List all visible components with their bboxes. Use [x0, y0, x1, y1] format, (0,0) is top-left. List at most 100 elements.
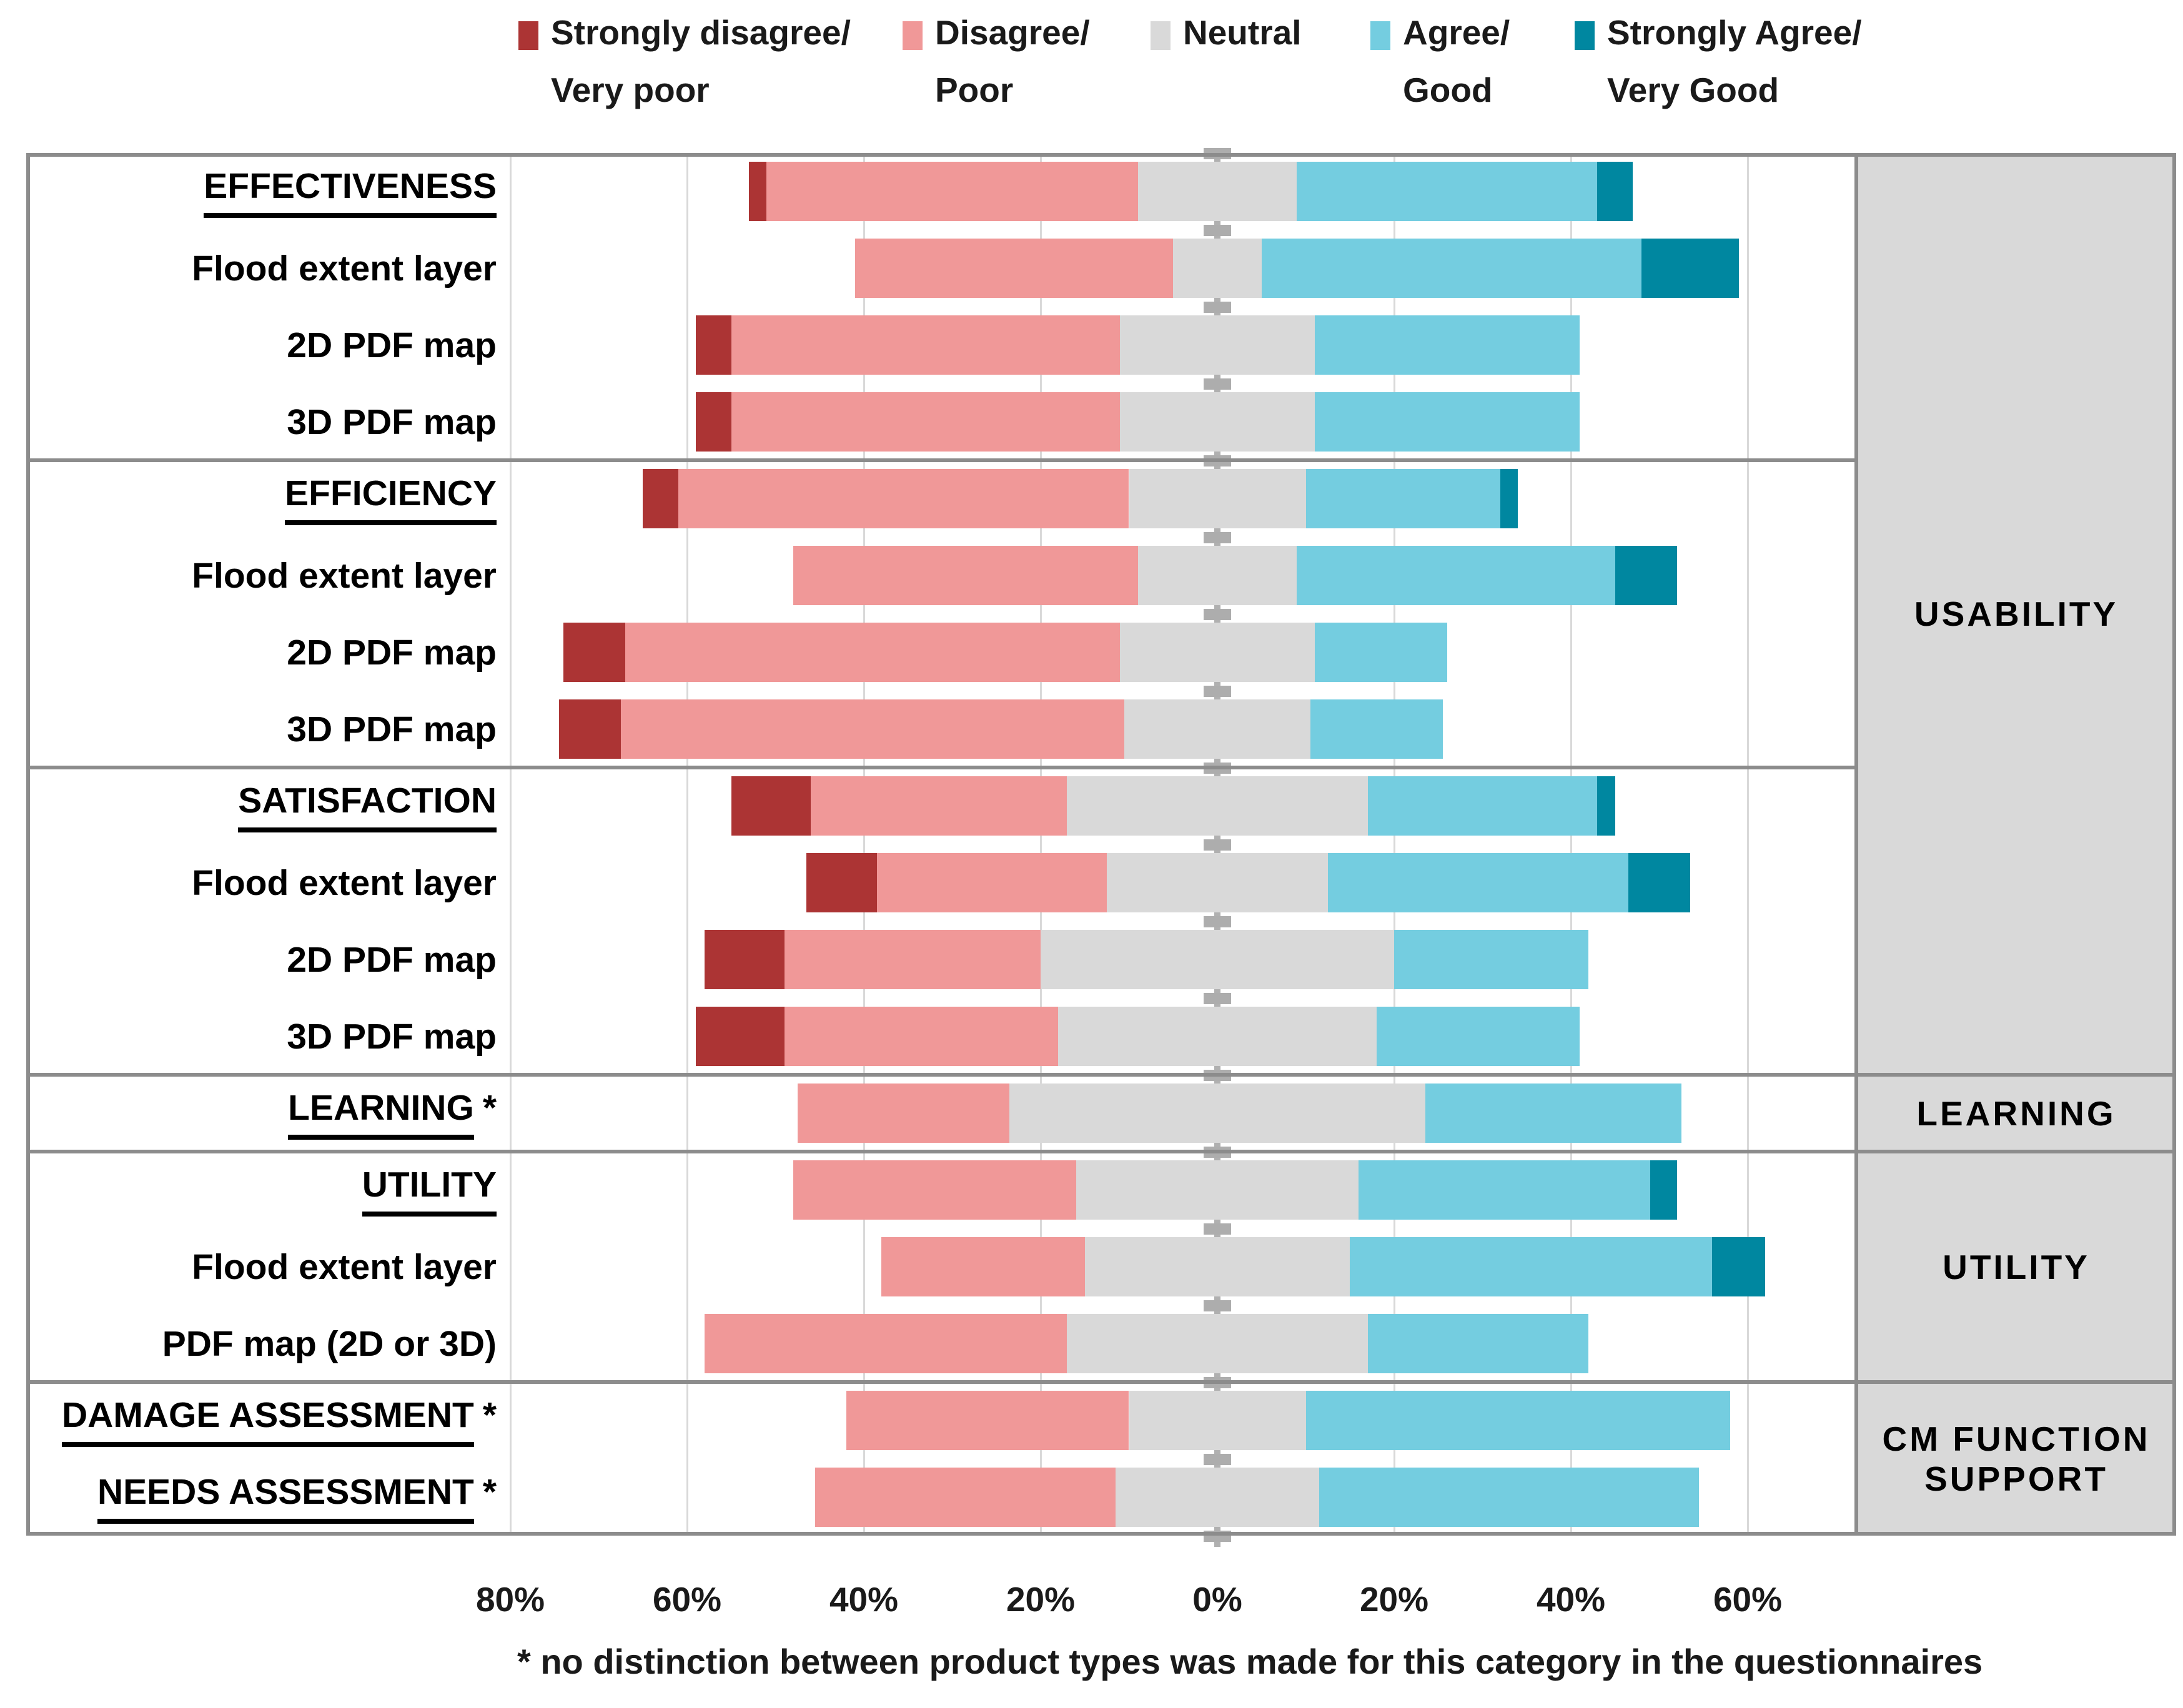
product-row-label: Flood extent layer — [26, 537, 497, 614]
section-border — [26, 1150, 2176, 1153]
bar-segment-strongly-disagree — [563, 623, 625, 682]
panel-left-border — [1854, 153, 1858, 1536]
bar-segment-disagree — [881, 1237, 1085, 1296]
category-header-label: SATISFACTION — [26, 768, 497, 844]
bar-segment-agree — [1367, 776, 1598, 836]
bar-segment-agree — [1327, 853, 1628, 912]
zero-axis-tickmark — [1204, 302, 1231, 313]
bar-segment-strongly-disagree — [696, 315, 731, 375]
x-axis-tick-label: 40% — [829, 1580, 899, 1619]
gridline — [1570, 153, 1572, 1536]
legend-label: Disagree/ — [935, 13, 1090, 52]
bar-segment-neutral — [1107, 853, 1328, 912]
zero-axis-tickmark — [1204, 148, 1231, 159]
side-group-label-text: LEARNING — [1916, 1093, 2116, 1133]
bar-segment-agree — [1319, 1468, 1700, 1527]
gridline — [686, 153, 688, 1536]
bar-segment-neutral — [1067, 776, 1368, 836]
x-axis-tick-label: 20% — [1359, 1580, 1429, 1619]
bar-segment-disagree — [705, 1314, 1067, 1373]
x-axis-tick-label: 60% — [1713, 1580, 1783, 1619]
row-label-text: 3D PDF map — [287, 402, 497, 442]
side-panel-background — [1856, 153, 2176, 1536]
legend-label: Very poor — [551, 71, 710, 109]
zero-axis-tickmark — [1204, 686, 1231, 697]
x-axis-tick-label: 80% — [475, 1580, 545, 1619]
gridline — [863, 153, 865, 1536]
zero-axis-tickmark — [1204, 1531, 1231, 1542]
bar-segment-disagree — [620, 699, 1125, 759]
bar-segment-strongly-disagree — [806, 853, 878, 912]
legend-label: Strongly disagree/ — [551, 13, 851, 52]
category-header-label: LEARNING * — [26, 1075, 497, 1152]
row-label-text: DAMAGE ASSESSMENT — [62, 1395, 474, 1447]
gridline — [1746, 153, 1749, 1536]
chart-footnote: * no distinction between product types w… — [517, 1642, 1983, 1681]
category-header-label: EFFICIENCY — [26, 460, 497, 537]
row-label-text: EFFICIENCY — [285, 473, 497, 525]
bar-segment-neutral — [1137, 162, 1297, 221]
bar-segment-strongly-agree — [1615, 546, 1677, 605]
bar-segment-neutral — [1084, 1237, 1350, 1296]
row-label-text: LEARNING — [288, 1087, 474, 1140]
side-group-label-cm-function-support: CM FUNCTION SUPPORT — [1856, 1382, 2176, 1536]
bar-segment-agree — [1310, 699, 1443, 759]
bar-segment-neutral — [1129, 1391, 1306, 1450]
bar-segment-agree — [1359, 1160, 1651, 1220]
row-label-text: Flood extent layer — [192, 1246, 497, 1287]
row-label-text: SATISFACTION — [238, 780, 497, 832]
bar-segment-agree — [1376, 1007, 1580, 1066]
gridline — [1039, 153, 1042, 1536]
bar-segment-agree — [1425, 1084, 1681, 1143]
bar-segment-disagree — [797, 1084, 1010, 1143]
bar-segment-neutral — [1129, 469, 1306, 528]
bar-segment-disagree — [784, 930, 1041, 989]
bar-segment-disagree — [784, 1007, 1059, 1066]
zero-axis-tickmark — [1204, 839, 1231, 851]
x-axis-tick-label: 20% — [1006, 1580, 1076, 1619]
bar-segment-agree — [1297, 162, 1598, 221]
product-row-label: Flood extent layer — [26, 1228, 497, 1305]
bar-segment-disagree — [793, 1160, 1076, 1220]
row-label-text: EFFECTIVENESS — [204, 165, 497, 218]
legend-swatch-agree — [1370, 21, 1390, 50]
legend-label: Neutral — [1183, 13, 1302, 52]
section-border — [26, 766, 1856, 769]
legend-label: Good — [1403, 71, 1493, 109]
product-row-label: 2D PDF map — [26, 921, 497, 998]
bar-segment-strongly-agree — [1597, 776, 1615, 836]
product-row-label: 3D PDF map — [26, 691, 497, 768]
row-label-text: PDF map (2D or 3D) — [162, 1323, 497, 1364]
bar-segment-strongly-disagree — [731, 776, 811, 836]
footnote-asterisk: * — [482, 1395, 497, 1435]
legend-swatch-neutral — [1151, 21, 1171, 50]
row-label-text: 2D PDF map — [287, 939, 497, 980]
bar-segment-neutral — [1041, 930, 1394, 989]
bar-segment-strongly-disagree — [696, 1007, 785, 1066]
side-group-label-usability: USABILITY — [1856, 153, 2176, 1075]
bar-segment-disagree — [625, 623, 1121, 682]
bar-segment-neutral — [1120, 392, 1315, 452]
row-label-text: 2D PDF map — [287, 325, 497, 365]
legend-swatch-strongly-agree — [1575, 21, 1595, 50]
bar-segment-neutral — [1120, 315, 1315, 375]
zero-axis-tickmark — [1204, 1454, 1231, 1465]
bar-segment-agree — [1394, 930, 1589, 989]
zero-axis-tickmark — [1204, 532, 1231, 543]
bar-segment-strongly-disagree — [749, 162, 767, 221]
bar-segment-disagree — [811, 776, 1067, 836]
bar-segment-agree — [1297, 546, 1615, 605]
product-row-label: 2D PDF map — [26, 307, 497, 383]
bar-segment-strongly-agree — [1597, 162, 1633, 221]
product-row-label: Flood extent layer — [26, 844, 497, 921]
zero-axis-tickmark — [1204, 609, 1231, 620]
bar-segment-disagree — [678, 469, 1129, 528]
bar-segment-neutral — [1120, 623, 1315, 682]
bar-segment-strongly-agree — [1712, 1237, 1766, 1296]
side-group-label-utility: UTILITY — [1856, 1152, 2176, 1382]
product-row-label: PDF map (2D or 3D) — [26, 1305, 497, 1382]
bar-segment-strongly-disagree — [705, 930, 785, 989]
bar-segment-neutral — [1124, 699, 1310, 759]
section-border — [26, 1380, 2176, 1384]
